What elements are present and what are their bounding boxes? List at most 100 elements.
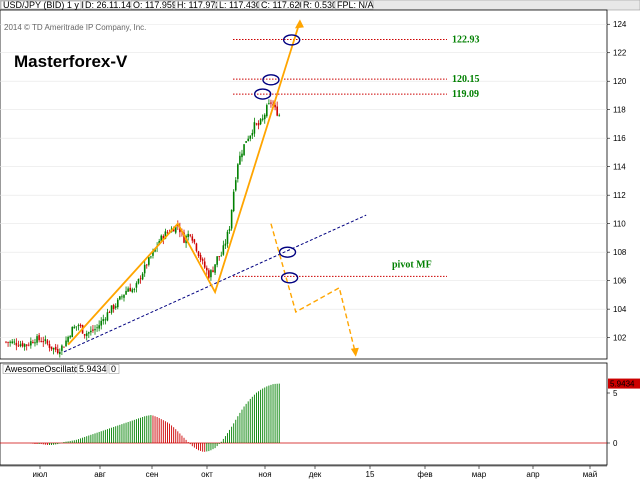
header-field: C: 117.620	[261, 0, 304, 10]
candle-body	[214, 264, 216, 273]
header-field: D: 26.11.14	[85, 0, 131, 10]
candle-body	[19, 344, 22, 346]
candle-body	[251, 133, 254, 136]
header-field-box	[334, 0, 374, 10]
candle-body	[278, 115, 281, 117]
pattern-drawings[interactable]	[67, 19, 359, 357]
indicator-field: 0	[111, 364, 116, 374]
candle-body	[226, 231, 229, 244]
candle-body	[245, 141, 247, 143]
candle-body	[141, 273, 144, 280]
candle-body	[237, 164, 239, 179]
candle-body	[11, 341, 14, 343]
candle-body	[40, 340, 42, 342]
candle-body	[9, 341, 11, 343]
brand-label: Masterforex-V	[14, 52, 128, 71]
candle-body	[253, 122, 256, 134]
level-label: 120.15	[452, 74, 480, 85]
candle-body	[127, 288, 129, 292]
candle-body	[67, 336, 69, 342]
x-tick-label: окт	[201, 470, 213, 479]
candle-body	[15, 342, 18, 346]
candle-body	[152, 251, 154, 256]
candle-body	[222, 245, 225, 255]
pattern-path	[67, 21, 301, 346]
copyright-text: 2014 © TD Ameritrade IP Company, Inc.	[4, 23, 146, 32]
candle-body	[216, 256, 218, 265]
x-tick-label: мар	[472, 470, 487, 479]
highlight-circle	[280, 272, 299, 284]
candle-body	[123, 294, 125, 298]
candle-body	[212, 270, 214, 273]
candle-body	[268, 103, 270, 104]
candle-body	[276, 106, 278, 116]
candle-body	[125, 290, 127, 295]
candle-body	[228, 228, 231, 231]
current-value-badge	[608, 378, 640, 389]
candles	[5, 99, 281, 358]
candle-body	[197, 251, 200, 256]
candle-body	[220, 255, 223, 257]
candle-body	[27, 344, 30, 346]
candle-body	[30, 341, 32, 346]
indicator-panel[interactable]	[0, 362, 608, 466]
candle-body	[7, 341, 9, 343]
header-field-box	[258, 0, 300, 10]
candle-body	[114, 306, 117, 308]
candle-body	[177, 225, 179, 226]
highlight-circle	[278, 246, 297, 258]
header-field-box	[82, 0, 130, 10]
candle-body	[164, 231, 167, 239]
x-tick-label: июл	[33, 470, 48, 479]
header-field-box	[216, 0, 258, 10]
candle-body	[96, 327, 98, 329]
candle-body	[102, 319, 105, 322]
candle-body	[77, 325, 80, 326]
x-tick-label: сен	[146, 470, 159, 479]
candle-body	[13, 341, 16, 343]
candle-body	[261, 118, 264, 120]
candle-body	[274, 105, 276, 108]
candle-body	[61, 345, 63, 351]
x-tick-label: 15	[366, 470, 375, 479]
candle-body	[143, 264, 146, 274]
candle-body	[17, 345, 20, 347]
indicator-field-box	[2, 364, 76, 374]
candle-body	[32, 341, 34, 344]
candle-body	[201, 259, 204, 261]
candle-body	[239, 155, 241, 165]
header-field: O: 117.959	[133, 0, 177, 10]
highlight-circle	[282, 34, 301, 46]
candle-body	[75, 326, 78, 328]
pattern-arrow-head	[294, 19, 304, 29]
candle-body	[73, 326, 76, 329]
candle-body	[166, 232, 169, 234]
header-field-box	[0, 0, 82, 10]
price-panel[interactable]	[0, 9, 608, 360]
candle-body	[249, 135, 252, 139]
header-field: H: 117.972	[177, 0, 220, 10]
candle-body	[5, 341, 7, 343]
candle-body	[85, 333, 88, 336]
header-field: USD/JPY (BID) 1 y D	[3, 0, 88, 10]
projection-arrow-head	[350, 347, 359, 357]
y-tick-label: 112	[613, 191, 626, 200]
candle-body	[145, 264, 148, 266]
y-tick-label: 124	[613, 20, 627, 29]
candle-body	[172, 228, 175, 232]
trendlines[interactable]	[63, 214, 367, 353]
levels[interactable]: 122.93 120.15 119.09 pivot MF	[233, 34, 480, 277]
candle-body	[162, 236, 165, 240]
candle-body	[23, 344, 26, 347]
candle-body	[36, 336, 38, 343]
y-tick-label: 106	[613, 277, 627, 286]
header-field: L: 117.430	[219, 0, 261, 10]
candle-body	[110, 305, 113, 313]
candle-body	[92, 329, 94, 331]
y-tick-label: 122	[613, 49, 627, 58]
price-grid	[0, 23, 607, 338]
level-label: pivot MF	[392, 259, 432, 270]
support-trendline	[63, 214, 367, 353]
header-field-box	[174, 0, 216, 10]
